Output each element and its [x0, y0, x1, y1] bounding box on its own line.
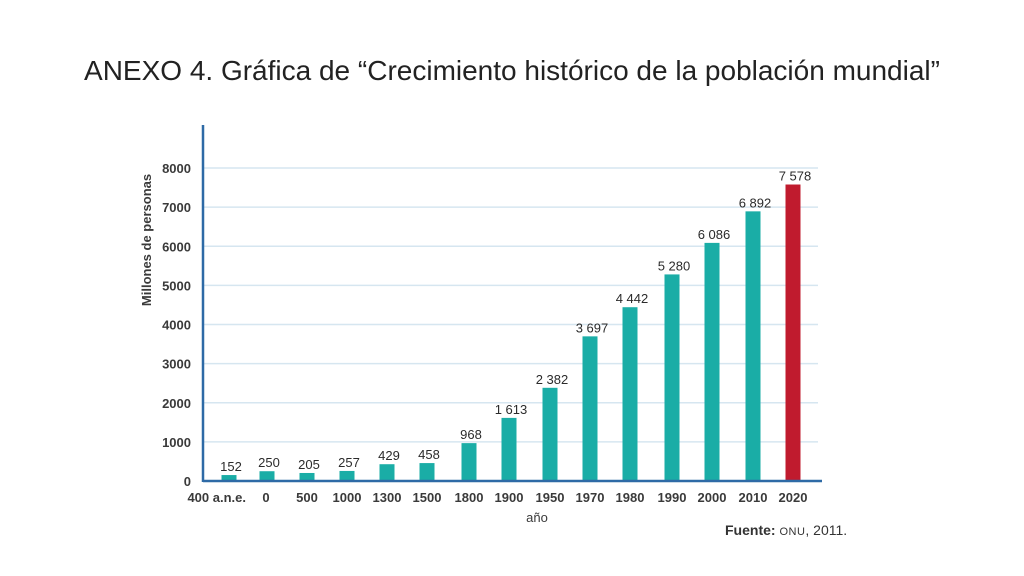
bar-1970 [582, 336, 598, 481]
x-tick-label: 1500 [413, 490, 442, 505]
x-tick-label: 400 a.n.e. [187, 490, 246, 505]
bar-2020 [785, 184, 801, 482]
bar-1800 [461, 443, 477, 481]
y-tick-label: 6000 [162, 239, 191, 254]
source-organization: ONU [779, 526, 806, 538]
source-label: Fuente: [725, 522, 776, 538]
x-tick-label: 1970 [576, 490, 605, 505]
x-tick-label: 1800 [455, 490, 484, 505]
axes [201, 125, 822, 483]
value-label: 458 [418, 447, 440, 462]
value-label: 7 578 [779, 169, 812, 184]
y-tick-label: 7000 [162, 200, 191, 215]
gridlines [203, 167, 818, 443]
value-label: 968 [460, 427, 482, 442]
bar-1950 [542, 387, 558, 481]
bar-1980 [622, 307, 638, 481]
x-tick-label: 1300 [373, 490, 402, 505]
bar-2010 [745, 211, 761, 481]
value-label: 1 613 [495, 402, 528, 417]
x-tick-label: 1990 [658, 490, 687, 505]
value-label: 250 [258, 455, 280, 470]
value-label: 4 442 [616, 291, 649, 306]
bar-1990 [664, 274, 680, 481]
y-tick-label: 2000 [162, 396, 191, 411]
page-title: ANEXO 4. Gráfica de “Crecimiento históri… [84, 55, 940, 86]
x-tick-label: 1950 [536, 490, 565, 505]
x-tick-label: 1980 [616, 490, 645, 505]
value-label: 205 [298, 457, 320, 472]
bar-500 [299, 472, 315, 481]
value-labels: 152 250 205 257 429 458 968 1 613 2 382 3 697 4 44… [220, 169, 811, 475]
bar-1000 [339, 470, 355, 481]
x-tick-label: 0 [262, 490, 269, 505]
source-year: , 2011. [805, 522, 848, 538]
bar-0 [259, 471, 275, 481]
x-axis-title: año [526, 510, 548, 525]
y-tick-label: 4000 [162, 318, 191, 333]
value-label: 6 892 [739, 195, 772, 210]
y-axis-title: Millones de personas [139, 174, 154, 306]
value-label: 6 086 [698, 227, 731, 242]
bar-1900 [501, 417, 517, 481]
value-label: 429 [378, 448, 400, 463]
x-tick-labels: 400 a.n.e. 0 500 1000 1300 1500 1800 1900 1950 19… [187, 490, 807, 505]
bar-2000 [704, 242, 720, 481]
value-label: 257 [338, 455, 360, 470]
value-label: 3 697 [576, 320, 609, 335]
value-label: 5 280 [658, 258, 691, 273]
y-tick-label: 5000 [162, 278, 191, 293]
y-tick-label: 8000 [162, 161, 191, 176]
x-tick-label: 2000 [698, 490, 727, 505]
bar-400-a-n-e [221, 475, 237, 481]
y-tick-labels: 0 1000 2000 3000 4000 5000 6000 7000 8000 [162, 161, 191, 489]
y-tick-label: 0 [184, 474, 191, 489]
source-note: Fuente: ONU, 2011. [725, 522, 847, 538]
value-label: 152 [220, 459, 242, 474]
x-tick-label: 1000 [333, 490, 362, 505]
x-tick-label: 2010 [739, 490, 768, 505]
x-tick-label: 500 [296, 490, 318, 505]
value-label: 2 382 [536, 372, 569, 387]
y-tick-label: 1000 [162, 435, 191, 450]
bars [221, 184, 801, 482]
x-tick-label: 1900 [495, 490, 524, 505]
x-tick-label: 2020 [779, 490, 808, 505]
bar-1500 [419, 463, 435, 481]
y-tick-label: 3000 [162, 357, 191, 372]
bar-1300 [379, 464, 395, 481]
